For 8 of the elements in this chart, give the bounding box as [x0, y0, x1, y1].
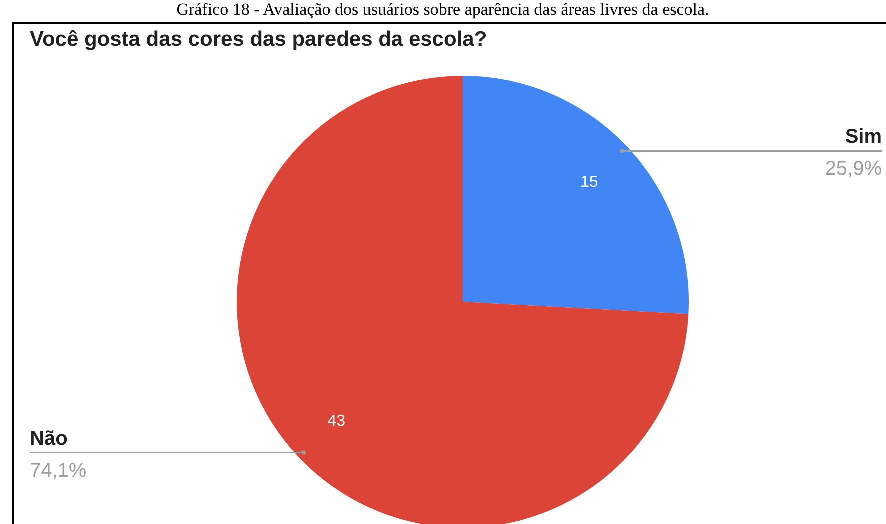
chart-title: Você gosta das cores das paredes da escola?	[30, 28, 488, 52]
text: 25,9%	[825, 158, 882, 180]
data-label: 15	[580, 174, 598, 191]
slice-label: Sim	[845, 126, 882, 148]
text: Gráfico 18 - Avaliação dos usuários sobre aparência das áreas livres da escola.	[176, 0, 710, 20]
text: 74,1%	[30, 460, 87, 482]
data-label: 43	[328, 413, 346, 430]
slice-label: Não	[30, 428, 68, 450]
